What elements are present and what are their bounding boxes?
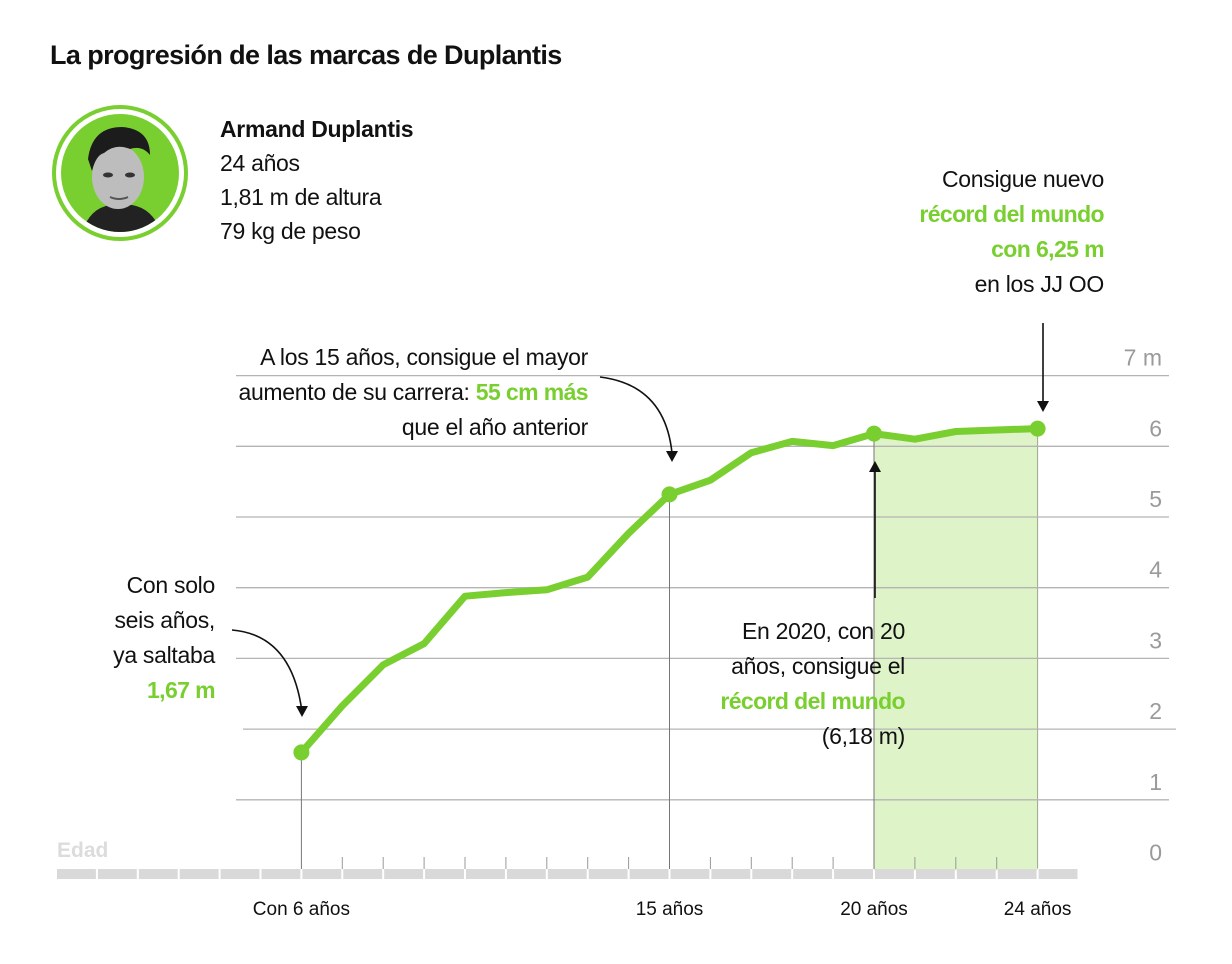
axis-segment (425, 869, 464, 879)
annotation-highlight: récord del mundo (720, 688, 905, 714)
athlete-name: Armand Duplantis (220, 116, 414, 142)
axis-segment (752, 869, 792, 879)
data-point-marker (661, 486, 678, 503)
axis-segment (220, 869, 260, 879)
arrowhead-age24 (1037, 401, 1049, 412)
y-tick-label: 7 m (1124, 345, 1162, 371)
arrowhead-age20 (869, 461, 881, 472)
annotation-text: en los JJ OO (974, 271, 1105, 297)
chart-title: La progresión de las marcas de Duplantis (50, 40, 562, 70)
axis-segment (179, 869, 219, 879)
annotation-text: En 2020, con 20 (741, 618, 905, 644)
athlete-portrait-icon (52, 105, 188, 241)
y-tick-label: 3 (1149, 627, 1162, 653)
axis-segment (834, 869, 873, 879)
x-axis-label: Edad (57, 839, 108, 862)
axis-segment (629, 869, 669, 879)
axis-segment (506, 869, 546, 879)
annotation-text: ya saltaba (113, 642, 215, 668)
arrow-age6 (231, 629, 303, 713)
annotation-age15: A los 15 años, consigue el mayor aumento… (238, 340, 588, 445)
axis-segment (915, 869, 955, 879)
data-point-marker (866, 425, 882, 442)
annotation-highlight: récord del mundo (919, 201, 1104, 227)
annotation-age24: Consigue nuevo récord del mundo con 6,25… (919, 162, 1104, 302)
athlete-age: 24 años (220, 150, 300, 176)
x-tick-label: 15 años (636, 899, 704, 920)
axis-segment (302, 869, 342, 879)
marker-guides (300, 433, 875, 869)
annotation-text: aumento de su carrera: (238, 379, 476, 405)
axis-segment (547, 869, 587, 879)
axis-segment (997, 869, 1037, 879)
axis-segment (261, 869, 301, 879)
x-tick-labels: Con 6 años 15 años 20 años 24 años (253, 899, 1072, 920)
y-tick-label: 2 (1149, 698, 1162, 724)
axis-segment (97, 869, 137, 879)
annotation-highlight: 1,67 m (146, 677, 216, 703)
annotation-text: que el año anterior (401, 414, 588, 440)
axis-segment (588, 869, 628, 879)
data-series (293, 420, 1046, 761)
annotation-age6: Con solo seis años, ya saltaba 1,67 m (113, 568, 215, 708)
athlete-weight: 79 kg de peso (220, 218, 361, 244)
athlete-bio: Armand Duplantis 24 años 1,81 m de altur… (220, 112, 414, 248)
annotation-text: seis años, (114, 607, 215, 633)
y-tick-label: 6 (1149, 415, 1162, 441)
y-tick-labels: 0 1 2 3 4 5 6 7 m (1124, 345, 1163, 866)
axis-segment (384, 869, 424, 879)
annotation-text: A los 15 años, consigue el mayor (260, 344, 588, 370)
x-tick-label: Con 6 años (253, 899, 350, 920)
annotation-text: Con solo (126, 572, 216, 598)
data-point-marker (293, 744, 310, 761)
annotation-arrows (231, 323, 1049, 717)
axis-segment (793, 869, 833, 879)
arrowhead-age15 (666, 451, 678, 462)
record-period-fill (874, 428, 1038, 871)
y-tick-label: 0 (1149, 840, 1162, 866)
x-tick-label: 20 años (840, 899, 908, 920)
axis-segment (343, 869, 383, 879)
axis-segment (138, 869, 178, 879)
annotation-text: Consigue nuevo (941, 166, 1104, 192)
annotation-text: años, consigue el (731, 653, 905, 679)
annotation-highlight: 55 cm más (475, 379, 589, 405)
y-tick-label: 5 (1149, 486, 1162, 512)
highlight-region (874, 428, 1039, 871)
arrowhead-age6 (296, 706, 308, 717)
x-tick-label: 24 años (1004, 899, 1072, 920)
axis-segment (1038, 869, 1078, 879)
axis-segment (57, 869, 96, 879)
axis-segment (466, 869, 505, 879)
y-tick-label: 1 (1149, 769, 1162, 795)
annotation-age20: En 2020, con 20 años, consigue el récord… (720, 614, 905, 754)
annotation-text: (6,18 m) (821, 723, 906, 749)
y-tick-label: 4 (1149, 557, 1162, 583)
athlete-height: 1,81 m de altura (220, 184, 382, 210)
data-point-marker (1029, 420, 1046, 437)
annotation-highlight: con 6,25 m (991, 236, 1104, 262)
axis-segment (711, 869, 751, 879)
axis-segment (956, 869, 996, 879)
arrow-age15 (599, 376, 673, 454)
axis-segment (670, 869, 710, 879)
x-axis-bar (57, 857, 1078, 879)
axis-segment (875, 869, 914, 879)
